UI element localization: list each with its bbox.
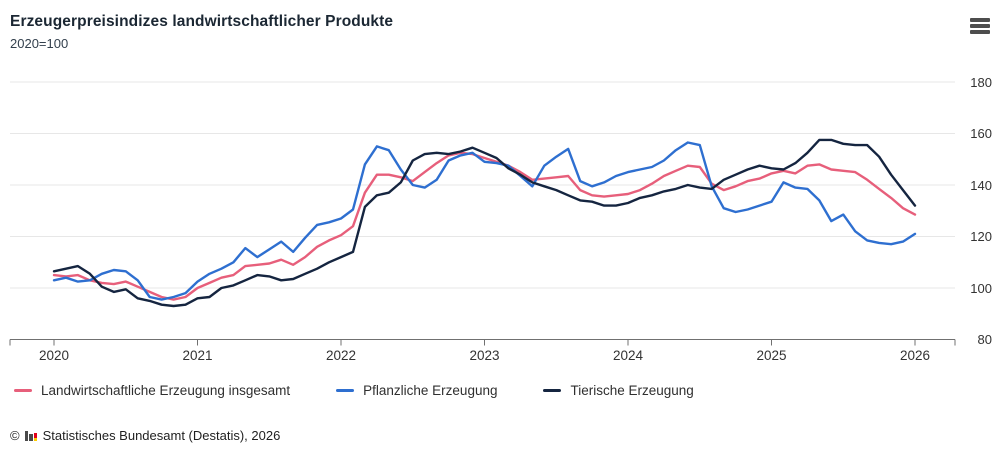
y-axis-label: 80 (977, 332, 992, 347)
legend-swatch (14, 388, 32, 393)
chart-subtitle: 2020=100 (10, 36, 69, 51)
series-line-tierische-erzeugung[interactable] (52, 138, 917, 308)
legend-swatch (543, 388, 562, 393)
y-axis-label: 160 (970, 126, 992, 141)
source-text: Statistisches Bundesamt (Destatis), 2026 (42, 428, 281, 443)
x-axis-label: 2020 (38, 348, 70, 363)
destatis-logo-icon (24, 430, 38, 442)
legend-label: Landwirtschaftliche Erzeugung insgesamt (41, 383, 291, 398)
x-axis-label: 2021 (182, 348, 213, 363)
y-axis-label: 180 (970, 74, 992, 90)
series-line-pflanzliche-erzeugung[interactable] (52, 141, 917, 301)
x-axis-label: 2022 (325, 348, 357, 363)
context-menu-button[interactable] (966, 14, 994, 40)
series-line-landwirtschaftliche-erzeugung-insgesamt[interactable] (52, 151, 917, 301)
x-axis-label: 2024 (612, 348, 644, 363)
y-axis-label: 120 (970, 229, 992, 244)
source-note: © Statistisches Bundesamt (Destatis), 20… (10, 428, 280, 443)
y-axis-label: 100 (970, 280, 992, 296)
x-axis-label: 2026 (899, 348, 931, 363)
hamburger-icon (970, 29, 990, 34)
x-axis-label: 2025 (756, 348, 787, 363)
legend: Landwirtschaftliche Erzeugung insgesamt P… (14, 383, 694, 398)
y-axis-label: 140 (970, 177, 992, 193)
hamburger-icon (970, 24, 990, 28)
legend-swatch (336, 388, 355, 393)
hamburger-icon (970, 18, 990, 22)
chart-title: Erzeugerpreisindizes landwirtschaftliche… (10, 13, 394, 30)
legend-item-pflanzliche-erzeugung[interactable]: Pflanzliche Erzeugung (336, 383, 497, 398)
x-axis-label: 2023 (469, 348, 500, 363)
legend-item-tierische-erzeugung[interactable]: Tierische Erzeugung (543, 383, 694, 398)
legend-item-landwirtschaftliche-erzeugung-insgesamt[interactable]: Landwirtschaftliche Erzeugung insgesamt (14, 383, 290, 398)
legend-label: Tierische Erzeugung (570, 383, 694, 398)
legend-label: Pflanzliche Erzeugung (363, 383, 498, 398)
copyright-symbol: © (10, 428, 20, 443)
